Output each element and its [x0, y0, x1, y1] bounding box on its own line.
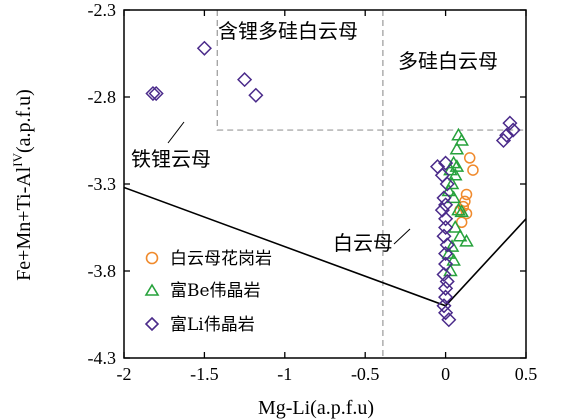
- x-tick-label-0: -2: [117, 364, 132, 384]
- point-diamond-2-22: [436, 266, 452, 283]
- legend-marker-circle: [145, 251, 159, 265]
- point-diamond-2-28: [441, 312, 457, 328]
- point-triangle-1-7: [444, 176, 460, 190]
- point-diamond-2-0: [196, 40, 212, 56]
- y-tick-label-4: -4.3: [88, 348, 117, 368]
- point-diamond-2-20: [438, 246, 454, 262]
- point-diamond-2-17: [438, 219, 454, 236]
- y-tick-label-2: -3.3: [88, 174, 117, 194]
- region-label-muscovite: 白云母: [333, 231, 393, 255]
- point-triangle-1-5: [443, 162, 458, 176]
- point-triangle-1-11: [454, 204, 469, 218]
- point-diamond-2-23: [439, 273, 455, 290]
- point-triangle-1-14: [459, 233, 474, 247]
- point-triangle-1-13: [452, 228, 468, 242]
- legend: 白云母花岗岩 富Be伟晶岩 富Li伟晶岩: [144, 249, 272, 335]
- point-circle-0-0: [463, 152, 476, 164]
- point-triangle-1-6: [447, 167, 463, 181]
- point-triangle-1-0: [451, 127, 466, 141]
- x-tick-label-1: -1.5: [190, 364, 219, 384]
- y-tick-label-0: -2.3: [88, 0, 117, 20]
- region-label-phengite: 多硅白云母: [398, 49, 498, 73]
- legend-label-muscovite-granite: 白云母花岗岩: [170, 249, 272, 269]
- y-axis-title-superscript: IV: [10, 152, 25, 166]
- x-axis-title: Mg-Li(a.p.f.u): [258, 397, 374, 419]
- point-diamond-2-25: [438, 289, 454, 305]
- point-diamond-2-27: [438, 305, 454, 321]
- data-points: [145, 40, 521, 328]
- y-axis-title-main: Fe+Mn+Ti-Al: [13, 166, 35, 281]
- y-axis-title-tail: (a.p.f.u): [13, 89, 35, 153]
- point-diamond-2-19: [439, 237, 455, 253]
- y-tick-label-3: -3.8: [88, 261, 117, 281]
- point-circle-0-5: [460, 207, 473, 220]
- region-label-lithian-phengite: 含锂多硅白云母: [218, 19, 358, 43]
- point-diamond-2-10: [438, 155, 454, 171]
- point-diamond-2-7: [499, 127, 515, 143]
- legend-marker-diamond: [144, 316, 160, 332]
- point-triangle-1-15: [444, 239, 460, 252]
- zinnwaldite-leader-line: [167, 121, 185, 144]
- point-triangle-1-17: [446, 253, 461, 266]
- x-tick-label-2: -1: [277, 364, 292, 384]
- point-triangle-1-2: [449, 141, 465, 155]
- legend-label-li-pegmatite: 富Li伟晶岩: [170, 315, 255, 335]
- point-diamond-2-2: [248, 87, 264, 103]
- x-tick-label-4: 0: [441, 364, 450, 384]
- point-diamond-2-5: [502, 115, 518, 131]
- x-tick-label-5: 0.5: [515, 364, 538, 384]
- y-axis-title: Fe+Mn+Ti-AlIV(a.p.f.u): [10, 89, 35, 281]
- muscovite-leader-line: [393, 228, 411, 245]
- point-triangle-1-10: [451, 202, 466, 216]
- y-tick-label-1: -2.8: [88, 87, 117, 107]
- point-triangle-1-1: [454, 132, 469, 146]
- point-circle-0-6: [455, 216, 468, 229]
- point-diamond-2-24: [438, 280, 454, 296]
- legend-marker-triangle: [144, 283, 160, 296]
- point-circle-0-2: [460, 188, 473, 201]
- point-diamond-2-18: [436, 228, 452, 244]
- point-diamond-2-16: [438, 211, 454, 227]
- point-diamond-2-8: [495, 132, 512, 149]
- legend-label-be-pegmatite: 富Be伟晶岩: [170, 281, 261, 301]
- point-diamond-2-6: [505, 122, 521, 138]
- point-diamond-2-12: [439, 176, 455, 192]
- x-tick-label-3: -0.5: [351, 364, 380, 384]
- point-diamond-2-15: [434, 202, 450, 218]
- point-diamond-2-3: [148, 85, 164, 102]
- point-circle-0-1: [467, 164, 479, 176]
- point-diamond-2-26: [436, 298, 452, 314]
- region-label-zinnwaldite: 铁锂云母: [131, 147, 211, 171]
- point-diamond-2-1: [237, 72, 253, 88]
- dashed-divider-0: [216, 10, 526, 131]
- axes: -2 -1.5 -1 -0.5 0 0.5 -2.3 -2.8 -3.3 -3.8 -4.3: [88, 0, 538, 384]
- point-diamond-2-4: [145, 85, 161, 102]
